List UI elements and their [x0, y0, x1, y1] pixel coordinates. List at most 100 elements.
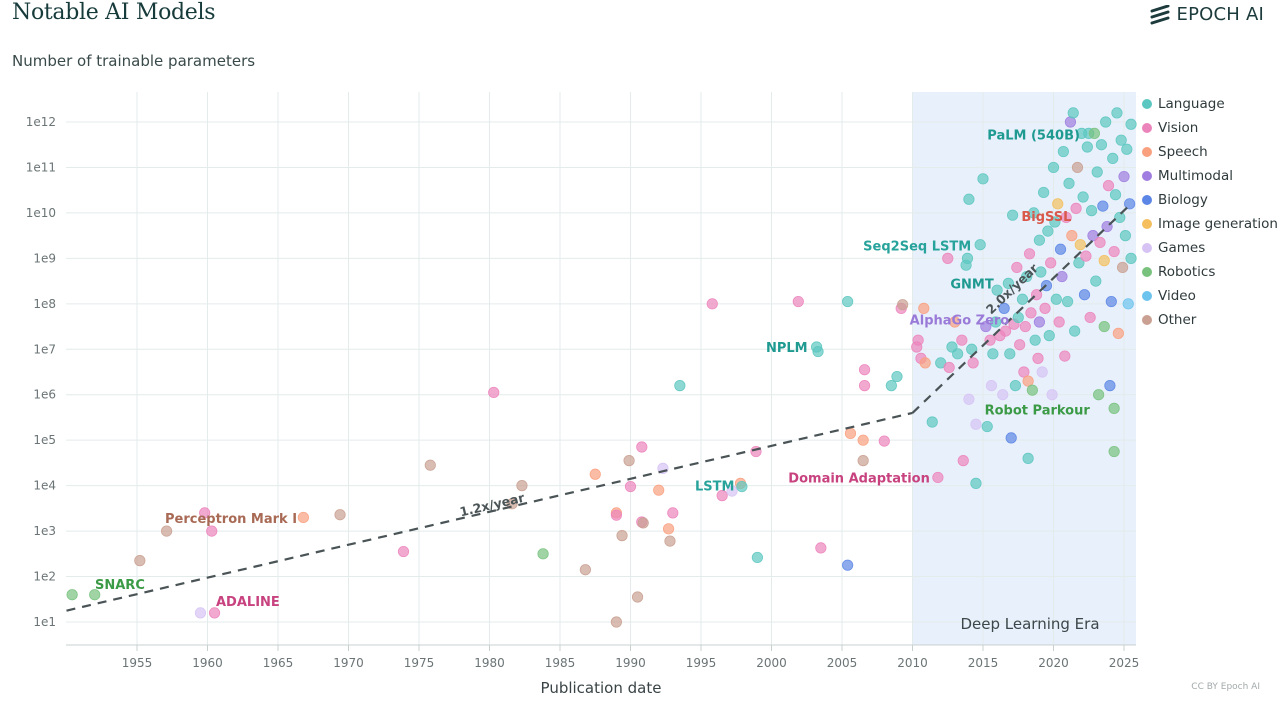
epoch-ai-logo[interactable]: EPOCH AI — [1149, 4, 1264, 25]
data-point[interactable] — [706, 298, 718, 310]
data-point[interactable] — [623, 455, 635, 467]
data-point[interactable] — [1111, 107, 1123, 119]
data-point[interactable] — [1060, 211, 1072, 224]
data-point[interactable] — [1116, 261, 1129, 274]
data-point[interactable] — [970, 477, 982, 489]
data-point[interactable] — [1016, 293, 1029, 305]
data-point[interactable] — [897, 299, 909, 311]
data-point[interactable] — [1039, 302, 1051, 314]
data-point[interactable] — [1033, 234, 1046, 246]
data-point[interactable] — [610, 509, 623, 521]
data-point[interactable] — [918, 302, 930, 314]
data-point[interactable] — [667, 507, 679, 519]
data-point[interactable] — [991, 284, 1003, 296]
data-point[interactable] — [1074, 239, 1086, 251]
data-point[interactable] — [1022, 375, 1034, 387]
data-point[interactable] — [1125, 252, 1137, 264]
data-point[interactable] — [1023, 248, 1036, 260]
data-point[interactable] — [1095, 139, 1108, 151]
data-point[interactable] — [610, 616, 623, 628]
data-point[interactable] — [199, 507, 211, 519]
data-point[interactable] — [1050, 293, 1062, 305]
data-point[interactable] — [589, 468, 601, 480]
data-point[interactable] — [66, 589, 78, 601]
legend-item-other[interactable]: Other — [1142, 308, 1278, 332]
data-point[interactable] — [1093, 389, 1105, 401]
data-point[interactable] — [334, 509, 346, 521]
data-point[interactable] — [981, 420, 993, 433]
data-point[interactable] — [1005, 432, 1017, 444]
data-point[interactable] — [1057, 145, 1069, 158]
data-point[interactable] — [1122, 298, 1134, 310]
data-point[interactable] — [966, 343, 978, 355]
data-point[interactable] — [579, 564, 591, 576]
data-point[interactable] — [999, 325, 1012, 337]
data-point[interactable] — [208, 607, 221, 619]
data-point[interactable] — [636, 441, 648, 453]
data-point[interactable] — [857, 455, 869, 467]
legend-item-multimodal[interactable]: Multimodal — [1142, 164, 1278, 188]
data-point[interactable] — [1084, 311, 1096, 324]
data-point[interactable] — [792, 295, 804, 308]
data-point[interactable] — [488, 386, 500, 399]
data-point[interactable] — [1056, 270, 1068, 283]
data-point[interactable] — [1032, 352, 1044, 364]
data-point[interactable] — [1070, 202, 1082, 214]
data-point[interactable] — [1028, 207, 1040, 219]
data-point[interactable] — [858, 364, 871, 376]
legend-item-games[interactable]: Games — [1142, 236, 1278, 260]
data-point[interactable] — [985, 380, 998, 392]
data-point[interactable] — [1019, 320, 1031, 333]
data-point[interactable] — [624, 480, 637, 493]
data-point[interactable] — [1090, 275, 1102, 287]
data-point[interactable] — [980, 320, 992, 333]
data-point[interactable] — [161, 525, 173, 537]
data-point[interactable] — [963, 193, 975, 205]
data-point[interactable] — [1018, 366, 1030, 378]
data-point[interactable] — [1059, 350, 1071, 362]
data-point[interactable] — [1108, 445, 1120, 458]
data-point[interactable] — [1021, 270, 1033, 283]
data-point[interactable] — [664, 535, 676, 547]
data-point[interactable] — [1100, 116, 1112, 128]
data-point[interactable] — [997, 389, 1009, 401]
data-point[interactable] — [974, 239, 986, 251]
data-point[interactable] — [891, 370, 903, 383]
data-point[interactable] — [637, 517, 649, 529]
data-point[interactable] — [1108, 245, 1120, 258]
data-point[interactable] — [1035, 266, 1047, 278]
data-point[interactable] — [516, 480, 528, 492]
data-point[interactable] — [1054, 243, 1067, 255]
data-point[interactable] — [674, 380, 686, 392]
data-point[interactable] — [751, 551, 764, 564]
data-point[interactable] — [1007, 209, 1019, 221]
legend-item-language[interactable]: Language — [1142, 92, 1278, 116]
data-point[interactable] — [1077, 191, 1089, 203]
data-point[interactable] — [1067, 107, 1079, 119]
data-point[interactable] — [943, 361, 955, 374]
data-point[interactable] — [1091, 166, 1103, 178]
data-point[interactable] — [932, 471, 944, 484]
data-point[interactable] — [957, 455, 969, 467]
data-point[interactable] — [1109, 189, 1122, 201]
data-point[interactable] — [1112, 327, 1124, 339]
data-point[interactable] — [1014, 339, 1026, 351]
data-point[interactable] — [1105, 295, 1117, 308]
data-point[interactable] — [1012, 311, 1024, 324]
data-point[interactable] — [990, 316, 1002, 328]
data-point[interactable] — [616, 530, 628, 542]
data-point[interactable] — [912, 334, 924, 346]
data-point[interactable] — [297, 511, 309, 524]
data-point[interactable] — [842, 559, 854, 571]
data-point[interactable] — [1104, 380, 1116, 392]
data-point[interactable] — [134, 555, 146, 567]
data-point[interactable] — [89, 589, 101, 601]
legend-item-biology[interactable]: Biology — [1142, 188, 1278, 212]
data-point[interactable] — [942, 252, 954, 264]
legend-item-robotics[interactable]: Robotics — [1142, 260, 1278, 284]
data-point[interactable] — [1046, 389, 1058, 401]
data-point[interactable] — [812, 345, 824, 358]
data-point[interactable] — [1045, 257, 1057, 269]
data-point[interactable] — [1081, 141, 1093, 153]
data-point[interactable] — [919, 357, 931, 369]
